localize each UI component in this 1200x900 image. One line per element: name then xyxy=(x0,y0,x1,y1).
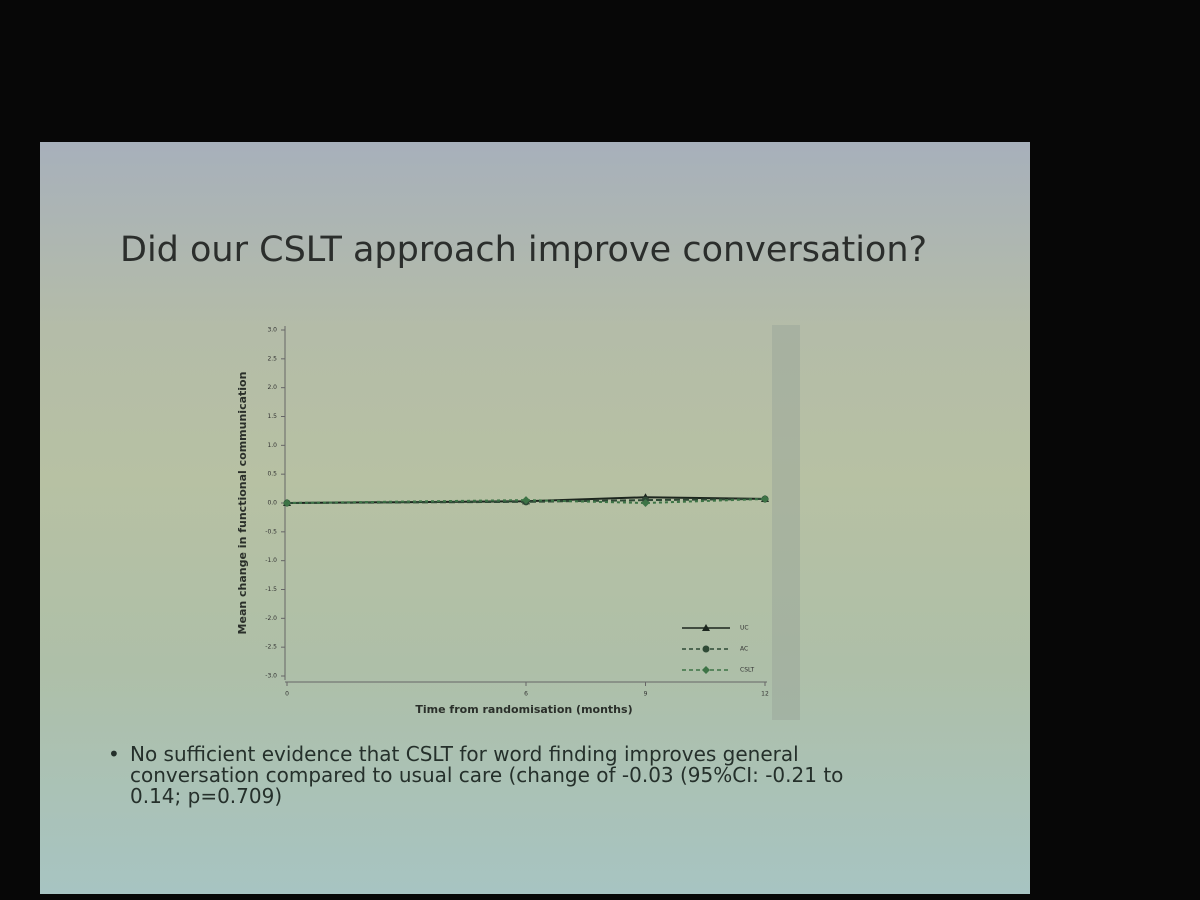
marker xyxy=(522,496,530,505)
x-tick-label: 6 xyxy=(524,691,528,698)
slide-title: Did our CSLT approach improve conversati… xyxy=(120,230,928,270)
y-tick-label: -3.0 xyxy=(265,673,277,680)
x-axis-label: Time from randomisation (months) xyxy=(415,703,632,716)
y-tick-label: -1.0 xyxy=(265,557,277,564)
legend-marker xyxy=(702,645,710,653)
y-axis-label: Mean change in functional communication xyxy=(236,372,249,635)
y-tick-label: 2.0 xyxy=(267,384,277,391)
y-tick-label: 1.0 xyxy=(267,442,277,449)
bullet-text: No sufficient evidence that CSLT for wor… xyxy=(108,744,870,807)
legend-label: AC xyxy=(740,646,748,653)
x-tick-label: 9 xyxy=(644,691,648,698)
marker xyxy=(641,499,650,507)
y-tick-label: 3.0 xyxy=(267,327,277,334)
x-tick-label: 0 xyxy=(285,691,289,698)
y-tick-label: 1.5 xyxy=(267,413,277,420)
y-tick-label: -1.5 xyxy=(265,586,277,593)
y-tick-label: -0.5 xyxy=(265,528,277,535)
y-tick-label: -2.5 xyxy=(265,644,277,651)
slide: Did our CSLT approach improve conversati… xyxy=(40,142,1030,894)
y-tick-label: 0.0 xyxy=(267,500,277,507)
marker xyxy=(283,499,291,507)
series-line xyxy=(286,497,766,504)
legend-marker xyxy=(702,666,710,674)
y-tick-label: -2.0 xyxy=(265,615,277,622)
legend-label: UC xyxy=(740,625,749,632)
plot-edge-shade xyxy=(772,325,800,720)
legend-marker xyxy=(702,624,710,631)
x-tick-label: 12 xyxy=(761,691,769,698)
marker xyxy=(761,494,769,503)
y-tick-label: 2.5 xyxy=(267,355,277,362)
legend-label: CSLT xyxy=(740,667,755,674)
y-tick-label: 0.5 xyxy=(267,471,277,478)
